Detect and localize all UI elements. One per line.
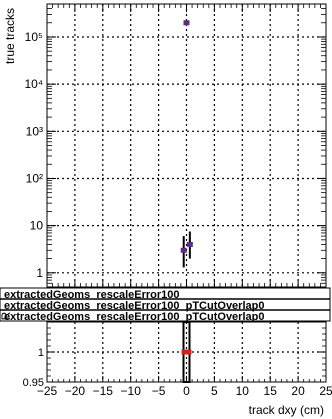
y-tick-label: 1 bbox=[36, 266, 43, 280]
y-tick-label: 10 bbox=[30, 219, 44, 233]
x-tick-label: 15 bbox=[264, 384, 278, 398]
x-tick-label: 10 bbox=[236, 384, 250, 398]
legend-box bbox=[0, 287, 331, 322]
x-tick-label: −5 bbox=[152, 384, 166, 398]
x-tick-label: −15 bbox=[93, 384, 114, 398]
x-axis-label-track-dxy: track dxy (cm) bbox=[249, 403, 324, 417]
x-tick-label: 5 bbox=[211, 384, 218, 398]
x-tick-label: 25 bbox=[319, 384, 332, 398]
main-plot-grid bbox=[47, 4, 326, 287]
main-plot-panel: 1 10 10² 10³ 10⁴ 10⁵ true tracks bbox=[3, 3, 327, 288]
main-plot-ticks: 1 10 10² 10³ 10⁴ 10⁵ bbox=[24, 3, 327, 288]
main-plot-points bbox=[180, 20, 193, 268]
y-tick-label: 10² bbox=[26, 171, 43, 185]
legend: extractedGeoms_rescaleError100extractedG… bbox=[0, 287, 331, 323]
data-point bbox=[183, 20, 190, 26]
legend-entry: extractedGeoms_rescaleError100_pTCutOver… bbox=[4, 300, 264, 312]
x-tick-label: −25 bbox=[37, 384, 58, 398]
ratio-plot-points bbox=[181, 321, 192, 383]
ratio-point bbox=[181, 349, 192, 355]
data-point bbox=[180, 247, 187, 253]
y-tick-label: 10³ bbox=[26, 124, 43, 138]
ratio-plot-panel: −25 −20 −15 −10 −5 0 5 10 15 20 25 0.95 1 R track dx… bbox=[0, 311, 332, 417]
x-tick-label: −20 bbox=[65, 384, 86, 398]
y-tick-label: 1 bbox=[38, 347, 44, 359]
y-tick-label: 0.95 bbox=[23, 377, 44, 389]
legend-entry: extractedGeoms_rescaleError100 bbox=[4, 289, 180, 301]
x-tick-label: −10 bbox=[121, 384, 142, 398]
legend-entry: extractedGeoms_rescaleError100_pTCutOver… bbox=[4, 311, 264, 323]
y-tick-label: 10⁵ bbox=[25, 30, 43, 44]
y-axis-label-ratio: R bbox=[0, 311, 13, 320]
y-axis-label-true-tracks: true tracks bbox=[3, 8, 17, 64]
ratio-plot-ticks: −25 −20 −15 −10 −5 0 5 10 15 20 25 0.95 1 bbox=[23, 327, 332, 398]
x-tick-label: 20 bbox=[291, 384, 305, 398]
data-point bbox=[186, 241, 193, 247]
x-tick-label: 0 bbox=[183, 384, 190, 398]
y-tick-label: 10⁴ bbox=[24, 77, 43, 91]
